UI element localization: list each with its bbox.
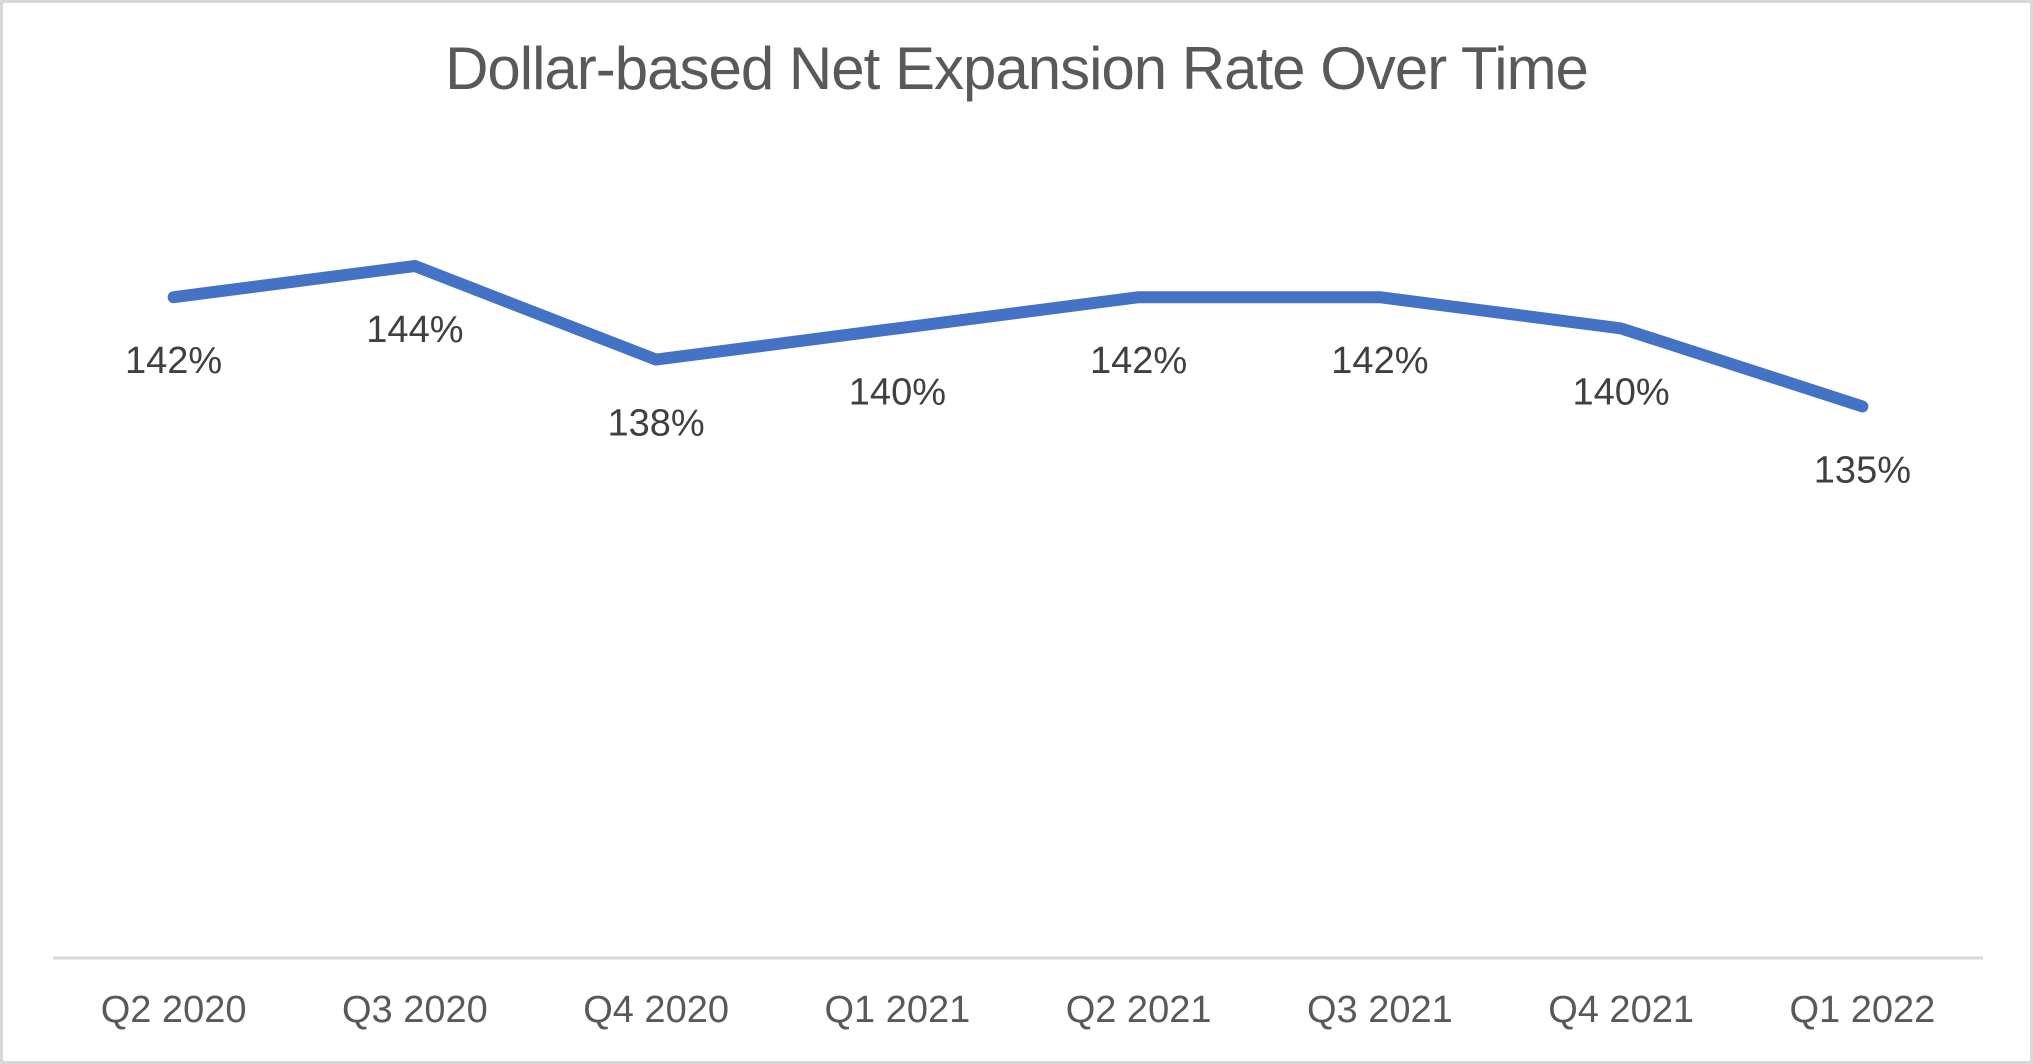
data-label: 138% [607, 403, 704, 445]
data-label: 142% [1090, 340, 1187, 382]
data-label: 142% [125, 340, 222, 382]
x-axis-tick-label: Q4 2020 [583, 989, 729, 1031]
x-axis-tick-label: Q2 2020 [101, 989, 247, 1031]
x-axis-tick-label: Q1 2022 [1790, 989, 1936, 1031]
x-axis-tick-label: Q2 2021 [1066, 989, 1212, 1031]
data-label: 144% [366, 309, 463, 351]
data-label: 135% [1814, 449, 1911, 491]
x-axis-tick-label: Q3 2021 [1307, 989, 1453, 1031]
chart-canvas: 142% 144% 138% 140% 142% 142% 140% 135% Q2 2020 Q… [53, 260, 1983, 1031]
data-label: 142% [1331, 340, 1428, 382]
data-label: 140% [849, 371, 946, 413]
chart-title: Dollar-based Net Expansion Rate Over Tim… [445, 35, 1589, 102]
x-axis-tick-label: Q3 2020 [342, 989, 488, 1031]
x-axis-tick-label: Q4 2021 [1548, 989, 1694, 1031]
data-label: 140% [1572, 371, 1669, 413]
series-line [167, 260, 1869, 413]
x-axis-tick-label: Q1 2021 [825, 989, 971, 1031]
